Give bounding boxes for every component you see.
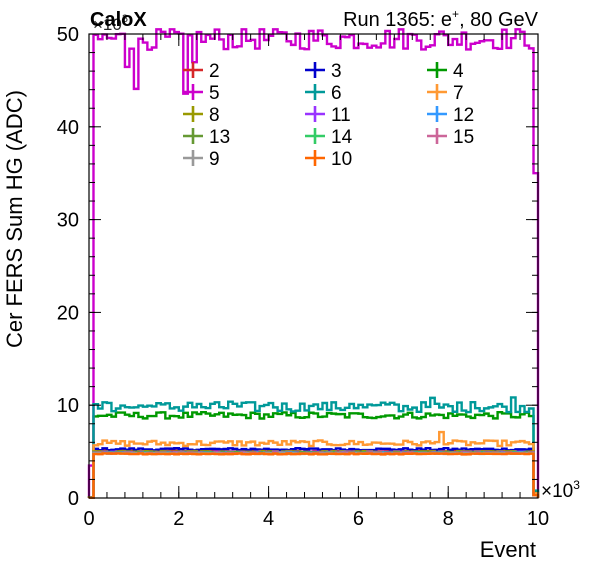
series-line-8	[87, 449, 540, 499]
series-line-6	[87, 396, 540, 499]
x-multiplier: ×103	[541, 478, 580, 502]
legend-label-6: 6	[331, 83, 342, 104]
legend-label-8: 8	[209, 105, 220, 126]
y-tick-label: 40	[57, 117, 79, 139]
x-tick-label: 2	[173, 508, 184, 530]
series-line-2	[87, 449, 540, 499]
x-tick-label: 8	[443, 508, 454, 530]
x-tick-label: 0	[83, 508, 94, 530]
legend-label-10: 10	[331, 149, 352, 170]
x-axis-title: Event	[480, 537, 536, 562]
x-tick-label: 6	[353, 508, 364, 530]
legend-label-15: 15	[453, 127, 474, 148]
y-axis-title: Cer FERS Sum HG (ADC)	[2, 90, 27, 348]
y-tick-label: 10	[57, 395, 79, 417]
legend-label-2: 2	[209, 61, 220, 82]
calox-label: CaloX	[90, 9, 147, 31]
series-line-12	[87, 450, 540, 499]
plot-frame	[88, 33, 539, 499]
legend-label-9: 9	[209, 149, 220, 170]
run-label: Run 1365: e+, 80 GeV	[343, 7, 539, 31]
legend: 2 3 4 5 6 7 8 11 12 13 14 15 9 10	[183, 61, 474, 170]
legend-label-3: 3	[331, 61, 342, 82]
tick-layer: 0 2 4 6 8 10 0 10 20 30 40 50	[57, 24, 549, 530]
legend-label-14: 14	[331, 127, 353, 148]
series-line-3	[87, 446, 540, 499]
legend-label-12: 12	[453, 105, 474, 126]
legend-label-7: 7	[453, 83, 464, 104]
series-layer	[87, 28, 540, 499]
series-line-15	[87, 451, 540, 499]
series-line-11	[87, 450, 540, 499]
x-tick-label: 4	[263, 508, 274, 530]
y-tick-label: 0	[68, 488, 79, 510]
legend-label-5: 5	[209, 83, 220, 104]
series-line-14	[87, 451, 540, 499]
y-tick-label: 20	[57, 302, 79, 324]
series-line-5	[87, 28, 540, 498]
series-line-10	[87, 452, 540, 499]
series-line-13	[87, 450, 540, 499]
y-multiplier: ×103	[93, 13, 128, 34]
legend-label-4: 4	[453, 61, 464, 82]
series-line-4	[87, 411, 540, 499]
legend-label-13: 13	[209, 127, 230, 148]
legend-label-11: 11	[331, 105, 351, 126]
y-tick-label: 30	[57, 210, 79, 232]
series-line-7	[87, 430, 540, 499]
y-tick-label: 50	[57, 24, 79, 46]
x-tick-label: 10	[527, 508, 549, 530]
series-line-9	[87, 451, 540, 499]
